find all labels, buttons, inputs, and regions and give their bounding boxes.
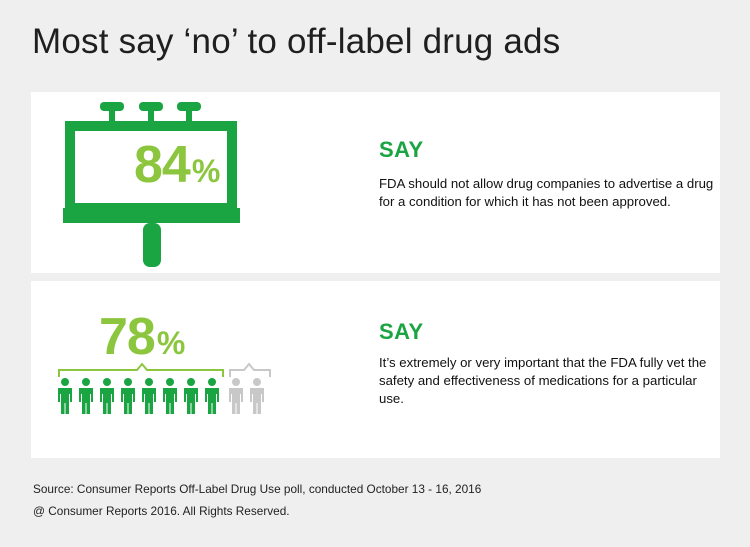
person-icon [79,378,93,414]
grey-bracket [229,362,271,377]
percentage-value: 84 [134,136,191,194]
say-label: SAY [379,137,424,162]
stat-description: FDA should not allow drug companies to a… [379,176,714,209]
billboard-icon [63,102,240,267]
say-label: SAY [379,319,424,344]
person-icon [250,378,264,414]
copyright-note: @ Consumer Reports 2016. All Rights Rese… [33,504,290,518]
person-icon [229,378,243,414]
person-icon [184,378,198,414]
person-icon [100,378,114,414]
percentage-78: 78% [99,311,185,363]
page-title: Most say ‘no’ to off-label drug ads [32,22,561,61]
person-icon [58,378,72,414]
source-note: Source: Consumer Reports Off-Label Drug … [33,482,482,496]
stat-description: It’s extremely or very important that th… [379,355,707,406]
percentage-value: 78 [99,308,156,366]
person-icon [205,378,219,414]
percentage-sign: % [191,153,221,189]
percentage-sign: % [156,325,186,361]
green-bracket [58,362,224,377]
person-icon [121,378,135,414]
stat-card-people: 78% SAY It’s extremely or very important… [31,281,720,458]
people-icon [58,362,271,414]
person-icon [142,378,156,414]
person-icon [163,378,177,414]
percentage-84: 84% [134,139,220,191]
stat-card-billboard: 84% SAY FDA should not allow drug compan… [31,92,720,273]
